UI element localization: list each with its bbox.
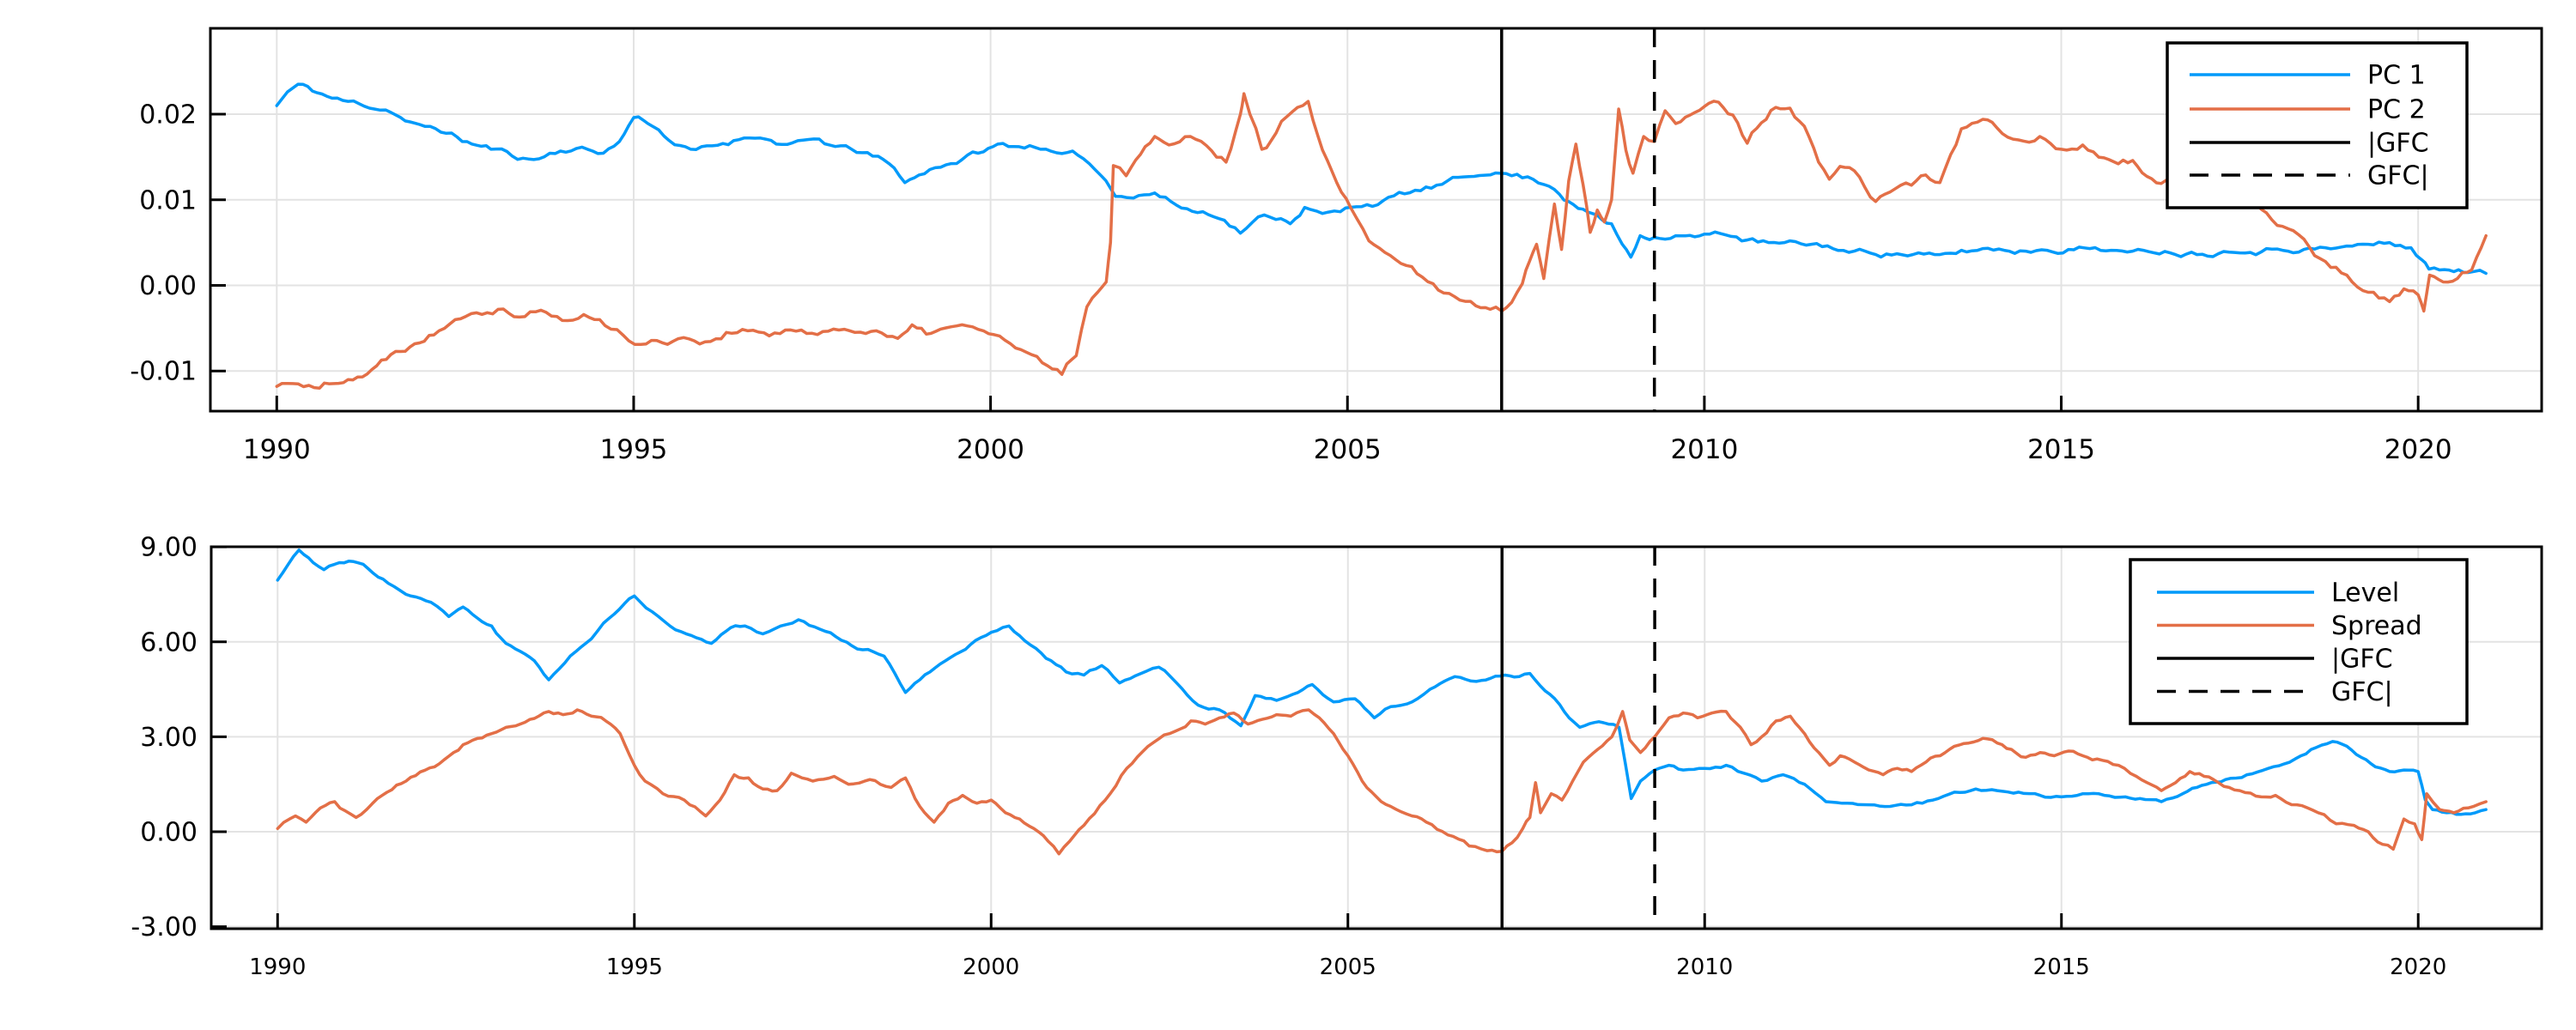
top-ytick-label: 0.01: [139, 185, 197, 215]
bottom-legend-label-4: GFC|: [2331, 677, 2393, 707]
bottom-xtick-label: 2015: [2033, 954, 2090, 980]
top-xtick-label: 2020: [2385, 434, 2452, 465]
top-legend-label-3: |GFC: [2367, 129, 2429, 159]
top-tick-labels: 0.02 0.01 0.00 -0.01 1990 1995 2000 2005 2010 201…: [130, 100, 2451, 465]
top-xtick-label: 1995: [600, 434, 668, 465]
top-ticks: [211, 112, 2420, 410]
top-xtick-label: 2005: [1314, 434, 1382, 465]
top-series-pc-1: [275, 82, 2488, 276]
bottom-series-spread: [276, 708, 2488, 856]
bottom-panel: 9.00 6.00 3.00 0.00 -3.00 1990 1995 2000 2005 201…: [131, 533, 2543, 980]
top-legend-label-4: GFC|: [2367, 161, 2429, 191]
bottom-xtick-label: 1990: [249, 954, 306, 980]
bottom-ytick-label: 3.00: [140, 723, 197, 753]
bottom-legend-box: [2129, 558, 2469, 725]
bottom-frame: [210, 545, 2543, 930]
bottom-ytick-label: 0.00: [140, 817, 197, 847]
bottom-ytick-label: 6.00: [140, 627, 197, 657]
bottom-legend-label-1: Level: [2331, 579, 2399, 609]
top-frame: [209, 27, 2543, 413]
bottom-legend-label-3: |GFC: [2331, 645, 2393, 675]
bottom-ytick-label: 9.00: [140, 533, 197, 563]
bottom-tick-labels: 9.00 6.00 3.00 0.00 -3.00 1990 1995 2000 2005 201…: [131, 533, 2446, 980]
bottom-xtick-label: 1995: [606, 954, 663, 980]
top-panel: 0.02 0.01 0.00 -0.01 1990 1995 2000 2005 2010 201…: [130, 27, 2543, 465]
top-ytick-label: -0.01: [130, 357, 197, 387]
bottom-ticks: [212, 545, 2420, 929]
top-legend-label-2: PC 2: [2367, 95, 2426, 125]
top-legend-label-1: PC 1: [2367, 61, 2426, 91]
top-xtick-label: 2010: [1670, 434, 1738, 465]
top-xtick-label: 2015: [2027, 434, 2095, 465]
bottom-series-level: [276, 548, 2488, 816]
top-ytick-label: 0.00: [139, 271, 197, 301]
top-legend-box: [2166, 41, 2469, 209]
bottom-xtick-label: 2010: [1676, 954, 1733, 980]
bottom-xtick-label: 2020: [2390, 954, 2446, 980]
bottom-xtick-label: 2005: [1320, 954, 1376, 980]
top-ytick-label: 0.02: [139, 100, 197, 130]
top-series-pc-2: [275, 92, 2488, 390]
top-xtick-label: 1990: [243, 434, 311, 465]
bottom-ytick-label: -3.00: [131, 912, 197, 942]
bottom-xtick-label: 2000: [963, 954, 1019, 980]
top-xtick-label: 2000: [957, 434, 1024, 465]
top-grid: [210, 28, 2542, 411]
bottom-legend-label-2: Spread: [2331, 611, 2422, 641]
